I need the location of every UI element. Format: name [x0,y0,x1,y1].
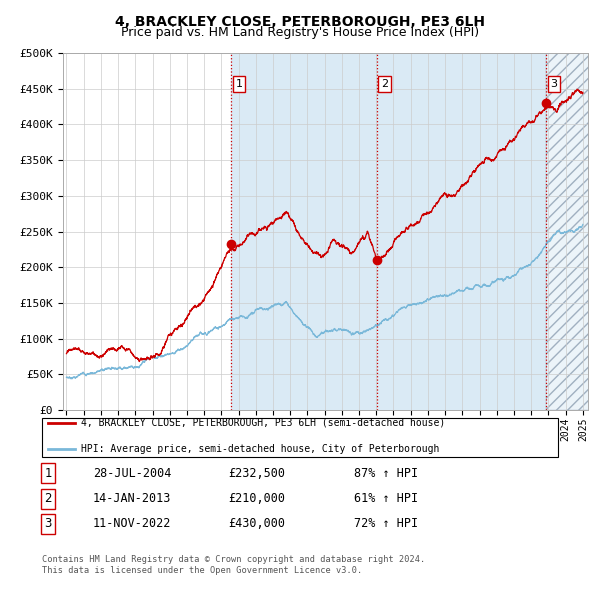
Text: 1: 1 [235,79,242,89]
Text: £430,000: £430,000 [228,517,285,530]
Text: £232,500: £232,500 [228,467,285,480]
Text: 3: 3 [550,79,557,89]
Text: 14-JAN-2013: 14-JAN-2013 [93,492,172,505]
Text: 2: 2 [44,492,52,505]
Text: 87% ↑ HPI: 87% ↑ HPI [354,467,418,480]
Bar [546,53,592,410]
Text: Price paid vs. HM Land Registry's House Price Index (HPI): Price paid vs. HM Land Registry's House … [121,26,479,39]
Text: 4, BRACKLEY CLOSE, PETERBOROUGH, PE3 6LH: 4, BRACKLEY CLOSE, PETERBOROUGH, PE3 6LH [115,15,485,29]
Bar [546,53,592,410]
Text: 3: 3 [44,517,52,530]
Text: 1: 1 [44,467,52,480]
Text: 28-JUL-2004: 28-JUL-2004 [93,467,172,480]
Text: 4, BRACKLEY CLOSE, PETERBOROUGH, PE3 6LH (semi-detached house): 4, BRACKLEY CLOSE, PETERBOROUGH, PE3 6LH… [81,418,445,428]
Text: Contains HM Land Registry data © Crown copyright and database right 2024.: Contains HM Land Registry data © Crown c… [42,555,425,563]
Text: 61% ↑ HPI: 61% ↑ HPI [354,492,418,505]
Text: £210,000: £210,000 [228,492,285,505]
Text: This data is licensed under the Open Government Licence v3.0.: This data is licensed under the Open Gov… [42,566,362,575]
Text: 72% ↑ HPI: 72% ↑ HPI [354,517,418,530]
Bar [231,53,546,410]
Text: 11-NOV-2022: 11-NOV-2022 [93,517,172,530]
Text: 2: 2 [381,79,388,89]
Text: HPI: Average price, semi-detached house, City of Peterborough: HPI: Average price, semi-detached house,… [81,444,439,454]
